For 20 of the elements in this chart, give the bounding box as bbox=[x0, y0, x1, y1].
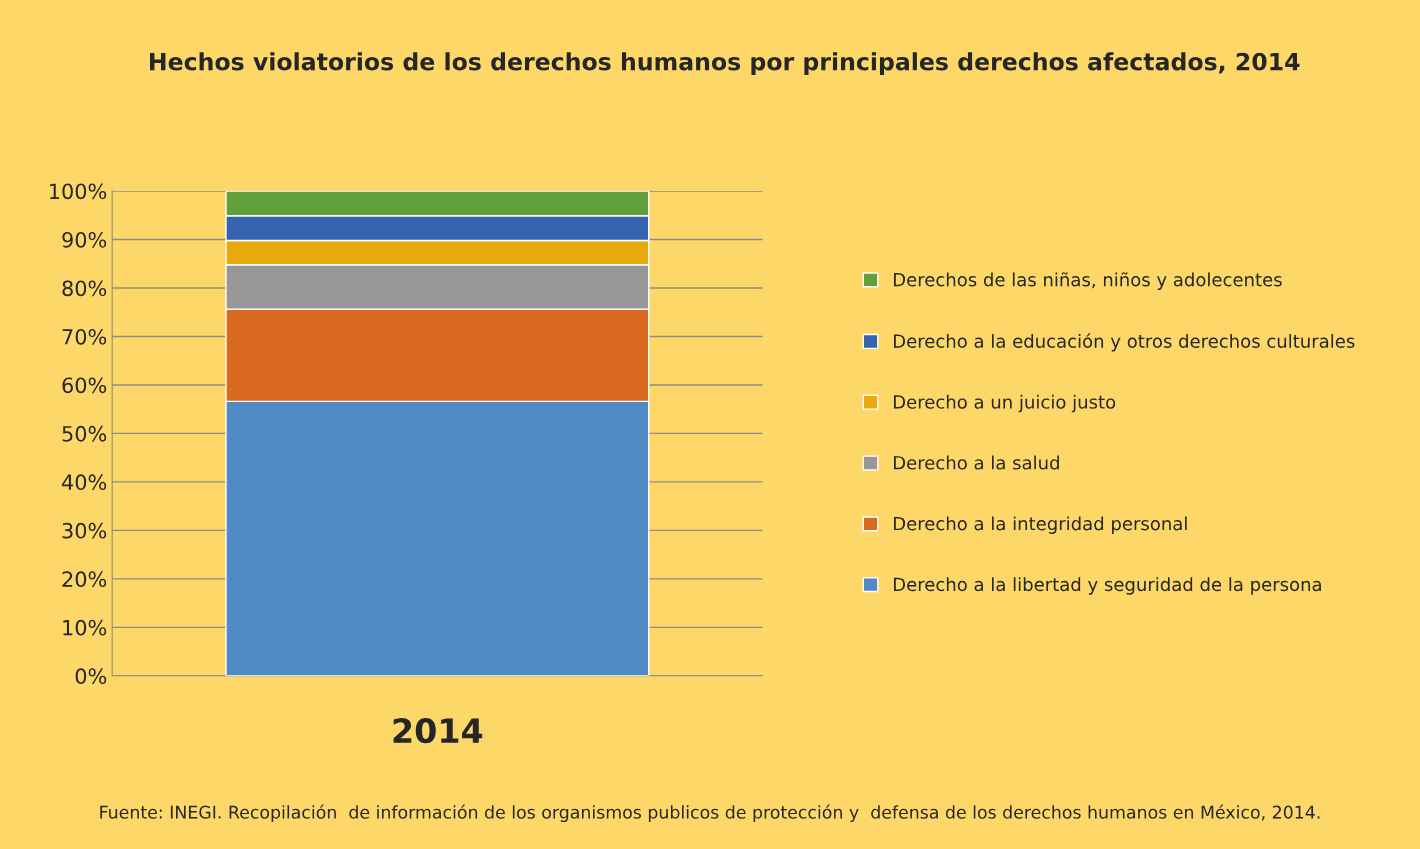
legend-label: Derecho a la integridad personal bbox=[894, 516, 1187, 534]
y-tick-label: 20% bbox=[62, 571, 107, 588]
y-tick-label: 50% bbox=[62, 425, 107, 442]
y-tick-label: 70% bbox=[62, 328, 107, 345]
legend-label: Derecho a la salud bbox=[894, 455, 1059, 470]
y-tick-label: 90% bbox=[62, 231, 107, 248]
chart-title: Hechos violatorios de los derechos humanos por principales derechos afectados, 2014 bbox=[150, 52, 1300, 76]
y-tick-label: 10% bbox=[63, 619, 107, 636]
y-tick-label: 0% bbox=[75, 668, 107, 685]
y-tick-label: 60% bbox=[62, 377, 107, 394]
legend-label: Derecho a la libertad y seguridad de la persona bbox=[894, 577, 1321, 595]
y-tick-label: 40% bbox=[62, 474, 107, 491]
legend-label: Derecho a la educación y otros derechos culturales bbox=[894, 333, 1355, 352]
y-tick-label: 100% bbox=[50, 183, 107, 200]
y-tick-label: 80% bbox=[62, 280, 107, 297]
x-tick-label: 2014 bbox=[393, 718, 483, 744]
legend-label: Derechos de las niñas, niños y adolecentes bbox=[894, 272, 1282, 290]
legend-label: Derecho a un juicio justo bbox=[894, 394, 1116, 413]
y-tick-label: 30% bbox=[62, 522, 107, 539]
source-note: Fuente: INEGI. Recopilación de información de los organismos publicos de protección y defensa de los derechos humanos en México, 2014. bbox=[100, 804, 1320, 823]
